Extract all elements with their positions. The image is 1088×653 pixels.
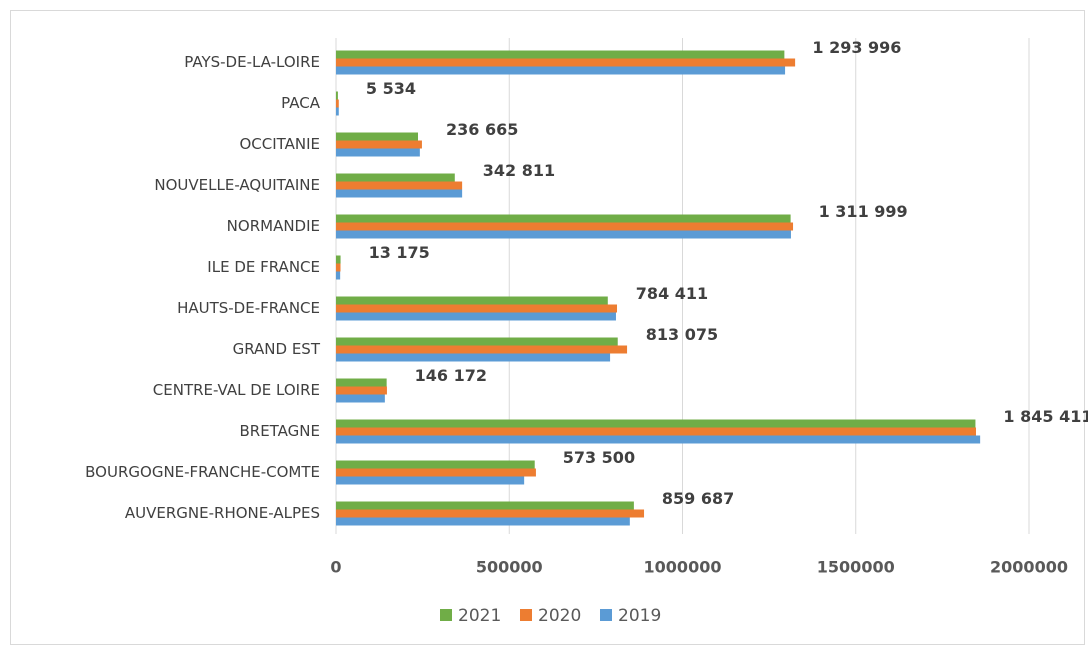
y-tick-label: PAYS-DE-LA-LOIRE — [184, 53, 320, 71]
legend-label: 2021 — [458, 606, 501, 626]
bar — [336, 214, 791, 223]
bar — [336, 173, 455, 182]
bar — [336, 230, 791, 239]
bar — [336, 353, 611, 362]
bar — [336, 99, 339, 108]
bar — [336, 189, 463, 198]
y-tick-label: OCCITANIE — [239, 135, 320, 153]
bar — [336, 181, 463, 190]
x-tick-label: 1500000 — [817, 558, 895, 577]
y-tick-label: BOURGOGNE-FRANCHE-COMTE — [85, 463, 320, 481]
y-tick-label: GRAND EST — [233, 340, 321, 358]
y-tick-label: BRETAGNE — [239, 422, 320, 440]
bar — [336, 148, 420, 157]
x-tick-label: 1000000 — [644, 558, 722, 577]
y-tick-label: ILE DE FRANCE — [207, 258, 320, 276]
data-label: 784 411 — [636, 284, 708, 303]
data-label: 573 500 — [563, 448, 635, 467]
bar — [336, 501, 634, 510]
bar — [336, 419, 976, 428]
legend-swatch — [600, 609, 612, 621]
bar — [336, 460, 535, 469]
bar — [336, 263, 341, 272]
y-tick-label: HAUTS-DE-FRANCE — [177, 299, 320, 317]
bar — [336, 255, 341, 264]
bar — [336, 509, 645, 518]
bar — [336, 222, 794, 231]
bar — [336, 476, 525, 485]
legend-swatch — [440, 609, 452, 621]
bar — [336, 50, 785, 59]
bar — [336, 304, 618, 313]
bar — [336, 517, 630, 526]
bar — [336, 91, 338, 100]
bar — [336, 140, 422, 149]
legend-label: 2019 — [618, 606, 661, 626]
data-label: 236 665 — [446, 120, 518, 139]
bar — [336, 132, 419, 141]
legend-label: 2020 — [538, 606, 581, 626]
bar — [336, 58, 796, 67]
legend-swatch — [520, 609, 532, 621]
bar — [336, 296, 608, 305]
chart-border — [10, 10, 1085, 645]
data-label: 813 075 — [646, 325, 718, 344]
bar — [336, 386, 387, 395]
bar — [336, 312, 616, 321]
data-label: 342 811 — [483, 161, 555, 180]
bar — [336, 427, 976, 436]
y-tick-label: NOUVELLE-AQUITAINE — [154, 176, 320, 194]
bar — [336, 107, 339, 116]
y-tick-label: CENTRE-VAL DE LOIRE — [153, 381, 320, 399]
data-label: 146 172 — [415, 366, 487, 385]
y-tick-label: NORMANDIE — [227, 217, 320, 235]
data-label: 5 534 — [366, 79, 416, 98]
bar — [336, 345, 628, 354]
data-label: 1 311 999 — [819, 202, 908, 221]
bar — [336, 394, 385, 403]
data-label: 859 687 — [662, 489, 734, 508]
x-tick-label: 0 — [330, 558, 341, 577]
bar — [336, 66, 786, 75]
bar — [336, 337, 618, 346]
data-label: 13 175 — [369, 243, 430, 262]
bar — [336, 435, 981, 444]
x-tick-label: 2000000 — [990, 558, 1068, 577]
x-tick-label: 500000 — [476, 558, 543, 577]
bar — [336, 378, 387, 387]
bar — [336, 271, 341, 280]
data-label: 1 845 411 — [1003, 407, 1088, 426]
data-label: 1 293 996 — [812, 38, 901, 57]
bar — [336, 468, 536, 477]
y-tick-label: AUVERGNE-RHONE-ALPES — [125, 504, 320, 522]
y-tick-label: PACA — [281, 94, 321, 112]
